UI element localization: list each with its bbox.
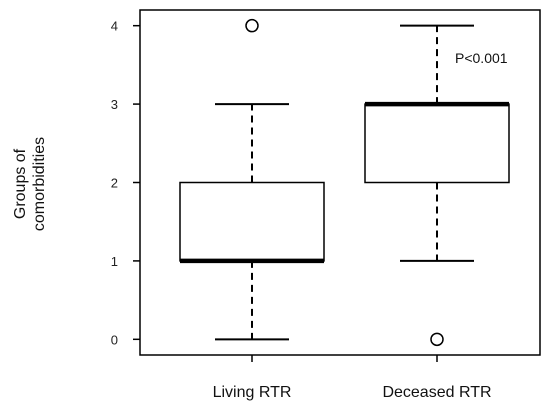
outlier-point [430,332,444,347]
y-axis-label-line-2: comorbidities [31,137,48,231]
box-2 [364,24,510,347]
y-tick-label: 1 [111,254,118,269]
y-axis: 0 1 2 3 4 [111,19,140,347]
y-tick-label: 2 [111,176,118,191]
x-tick-label: Living RTR [213,384,292,401]
x-tick-label: Deceased RTR [382,384,491,401]
interquartile-box [179,181,325,262]
box-1 [179,18,325,341]
interquartile-box [364,103,510,184]
p-value-annotation: P<0.001 [455,50,508,66]
x-axis: Living RTR Deceased RTR [213,355,492,401]
boxes-layer [179,18,510,347]
y-tick-label: 0 [111,332,118,347]
y-tick-label: 3 [111,97,118,112]
y-axis-label: Groups of comorbidities [12,137,48,231]
outlier-point [245,18,259,33]
y-tick-label: 4 [111,19,118,34]
y-axis-label-line-1: Groups of [12,148,29,219]
